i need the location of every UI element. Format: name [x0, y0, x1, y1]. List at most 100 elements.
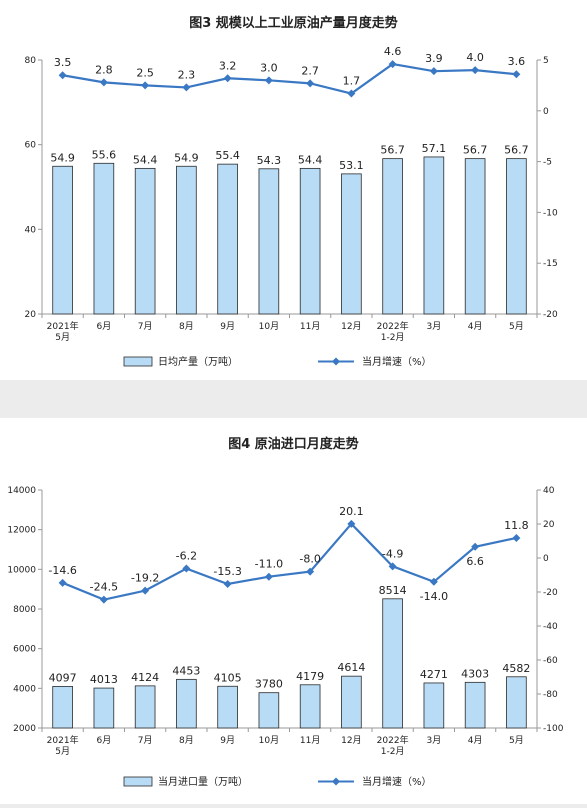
bar [176, 678, 197, 729]
x-axis-tick-label: 8月 [179, 321, 194, 332]
bar-value-label: 54.9 [174, 151, 199, 164]
line-value-label: 3.9 [425, 52, 443, 65]
line-value-label: -15.3 [213, 565, 241, 578]
line-value-label: 3.2 [219, 59, 237, 72]
right-axis-tick-label: -15 [543, 259, 558, 269]
bar [52, 165, 73, 315]
x-axis-tick-label: 11月 [300, 321, 320, 332]
series-line [62, 522, 517, 601]
line-point [223, 580, 232, 589]
chart-title: 图4 原油进口月度走势 [228, 436, 359, 452]
right-axis-tick-label: 40 [543, 486, 555, 496]
right-axis-tick-label: -60 [543, 656, 558, 666]
bar-value-label: 4013 [90, 673, 118, 686]
line-value-label: -24.5 [90, 581, 118, 594]
line-point [264, 572, 273, 581]
right-axis-tick-label: -100 [543, 724, 564, 734]
bar [299, 167, 321, 315]
x-axis-tick-label: 1-2月 [381, 332, 405, 343]
x-axis-tick-label: 9月 [220, 735, 235, 746]
line-value-label: -19.2 [131, 572, 159, 585]
line-point [99, 78, 108, 87]
line-value-label: -8.0 [299, 553, 320, 566]
line-value-label: 6.6 [466, 555, 484, 568]
legend-label-bar: 当月进口量（万吨） [158, 775, 248, 788]
line-point [347, 519, 356, 528]
right-axis-tick-label: -20 [543, 310, 558, 320]
x-axis-tick-label: 4月 [468, 735, 483, 746]
line-point [429, 67, 438, 76]
x-axis-tick-label: 2021年 [47, 320, 79, 332]
line-point [512, 70, 521, 79]
bar [258, 692, 280, 729]
left-axis-tick-label: 6000 [13, 645, 36, 655]
chart-panel-production: 图3 规模以上工业原油产量月度走势 20 40 60 80 -20 -15 -10 -5 0 5 20… [0, 0, 587, 380]
x-axis-tick-label: 2021年 [47, 734, 79, 746]
bar-value-label: 4179 [296, 670, 324, 683]
bar [299, 684, 321, 729]
bar [217, 163, 238, 315]
line-value-label: 4.0 [466, 51, 484, 64]
legend-swatch-marker [332, 777, 340, 786]
x-axis-tick-label: 4月 [468, 321, 483, 332]
right-axis-tick-label: -20 [543, 588, 558, 598]
line-point [223, 74, 232, 83]
bar-value-label: 56.7 [504, 144, 529, 157]
legend-label-line: 当月增速（%） [362, 775, 432, 788]
legend-label-bar: 日均产量（万吨） [158, 355, 238, 368]
left-axis-tick-label: 20 [25, 310, 37, 320]
bar [464, 681, 486, 729]
series-line [62, 62, 517, 95]
bar-value-label: 55.6 [92, 148, 117, 161]
left-axis-tick-label: 12000 [7, 526, 36, 536]
bar-value-label: 4582 [502, 662, 530, 675]
line-point [182, 564, 191, 573]
bar [341, 675, 362, 729]
line-point [388, 562, 397, 571]
x-axis-tick-label: 3月 [427, 735, 442, 746]
bar-value-label: 4614 [337, 661, 365, 674]
x-axis-tick-label: 5月 [55, 332, 70, 343]
bar [382, 158, 403, 315]
left-axis-tick-label: 60 [25, 141, 37, 151]
right-axis-tick-label: 0 [543, 554, 549, 564]
chart-production: 图3 规模以上工业原油产量月度走势 20 40 60 80 -20 -15 -10 -5 0 5 20… [25, 15, 558, 368]
bar [423, 156, 445, 315]
bar-value-label: 55.4 [215, 149, 240, 162]
bar [93, 162, 115, 315]
line-value-label: 2.7 [301, 64, 319, 77]
line-point [306, 79, 315, 88]
left-axis-tick-label: 10000 [7, 565, 36, 575]
x-axis-tick-label: 5月 [509, 321, 524, 332]
x-axis-tick-label: 3月 [427, 321, 442, 332]
x-axis-tick-label: 5月 [509, 735, 524, 746]
bar [93, 687, 115, 729]
bar [217, 685, 238, 729]
bar-value-label: 3780 [255, 678, 283, 691]
line-value-label: 4.6 [384, 45, 402, 58]
line-point [471, 542, 480, 551]
line-point [264, 76, 273, 85]
bar-value-label: 54.4 [298, 153, 323, 166]
right-axis-tick-label: 20 [543, 520, 555, 530]
line-value-label: 20.1 [339, 505, 364, 518]
bar-value-label: 8514 [379, 584, 407, 597]
right-axis-tick-label: -80 [543, 690, 558, 700]
x-axis-tick-label: 5月 [55, 746, 70, 757]
bar [52, 686, 73, 729]
bar-value-label: 4453 [172, 664, 200, 677]
x-axis-tick-label: 10月 [259, 321, 279, 332]
bar-value-label: 54.3 [257, 154, 282, 167]
line-point [58, 71, 67, 80]
line-point [182, 83, 191, 92]
x-axis-tick-label: 9月 [220, 321, 235, 332]
line-value-label: 2.8 [95, 63, 113, 76]
bar [258, 168, 280, 315]
left-axis-tick-label: 80 [25, 56, 37, 66]
bar [176, 165, 197, 315]
line-point [388, 60, 397, 69]
x-axis-tick-label: 7月 [138, 735, 153, 746]
bar [134, 167, 156, 315]
bar [341, 173, 362, 315]
right-axis-tick-label: -5 [543, 158, 552, 168]
